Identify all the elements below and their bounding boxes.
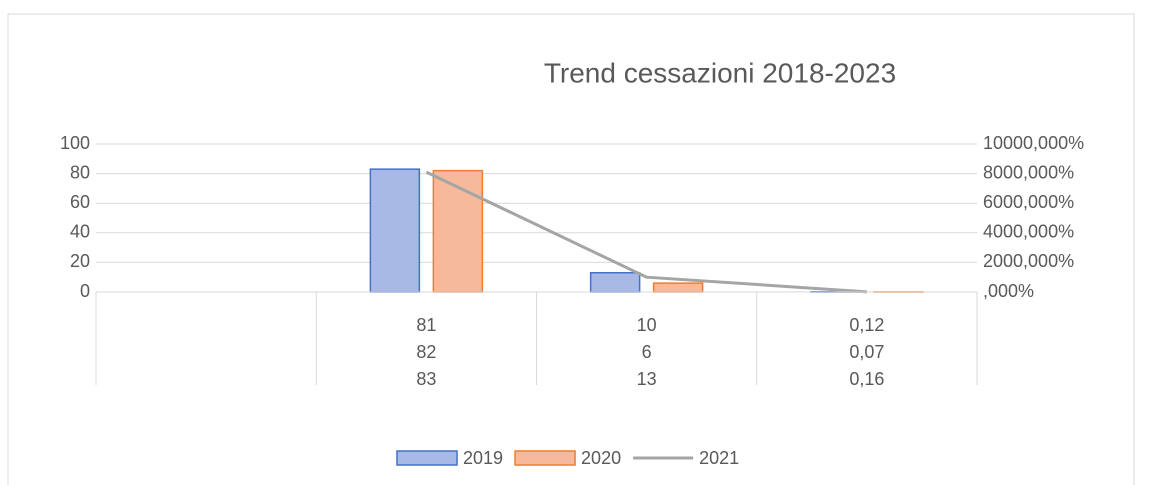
y-tick-label: 0 [80, 281, 90, 301]
bar [589, 272, 641, 293]
legend-label: 2021 [699, 448, 739, 468]
legend-swatch [396, 450, 458, 466]
chart-frame [7, 13, 1135, 485]
x-tick-label: 10 [637, 315, 657, 335]
y2-tick-label: 6000,000% [983, 192, 1074, 212]
bar [432, 169, 484, 293]
legend-label: 2019 [463, 448, 503, 468]
bar [369, 168, 421, 293]
legend-swatch [514, 450, 576, 466]
y2-tick-label: 8000,000% [983, 162, 1074, 182]
x-tick-label: 0,16 [849, 369, 884, 389]
x-tick-label: 81 [416, 315, 436, 335]
x-tick-label: 83 [416, 369, 436, 389]
y-tick-label: 100 [60, 133, 90, 153]
chart-title: Trend cessazioni 2018-2023 [544, 57, 896, 88]
y-tick-label: 20 [70, 251, 90, 271]
y2-tick-label: 10000,000% [983, 133, 1084, 153]
y-tick-label: 60 [70, 192, 90, 212]
y-tick-label: 40 [70, 222, 90, 242]
y2-tick-label: ,000% [983, 281, 1034, 301]
y2-tick-label: 2000,000% [983, 251, 1074, 271]
x-tick-label: 0,07 [849, 342, 884, 362]
legend-label: 2020 [581, 448, 621, 468]
y2-tick-label: 4000,000% [983, 222, 1074, 242]
x-tick-label: 0,12 [849, 315, 884, 335]
x-tick-label: 13 [637, 369, 657, 389]
y-tick-label: 80 [70, 162, 90, 182]
bar [652, 282, 704, 293]
line-series [425, 170, 867, 294]
x-tick-label: 82 [416, 342, 436, 362]
x-tick-label: 6 [642, 342, 652, 362]
